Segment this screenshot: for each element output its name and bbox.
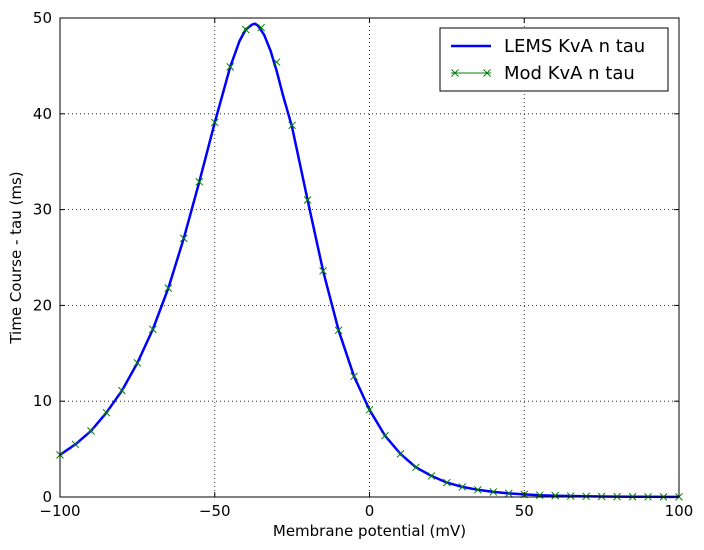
y-tick-label: 40: [33, 105, 52, 123]
marker-point: [102, 408, 111, 417]
marker-point: [381, 431, 389, 440]
marker-point: [241, 25, 250, 34]
marker-point: [551, 491, 560, 500]
x-tick-label: −100: [39, 502, 80, 520]
legend-swatch-mod: [451, 69, 491, 77]
marker-point: [566, 492, 575, 500]
y-tick-label: 10: [33, 392, 52, 410]
marker-point: [71, 440, 80, 449]
x-tick-label: 50: [515, 502, 534, 520]
x-tick-label: 0: [365, 502, 375, 520]
marker-point: [396, 450, 405, 458]
marker-point: [504, 489, 513, 498]
x-axis-label: Membrane potential (mV): [273, 522, 466, 540]
marker-point: [118, 386, 126, 395]
y-tick-label: 20: [33, 296, 52, 314]
legend-label-mod: Mod KvA n tau: [504, 63, 635, 84]
marker-point: [535, 491, 544, 500]
marker-point: [133, 359, 142, 367]
marker-point: [210, 118, 219, 127]
y-tick-label: 0: [42, 488, 52, 506]
marker-point: [288, 121, 296, 130]
marker-point: [483, 69, 491, 77]
legend-label-lems: LEMS KvA n tau: [504, 36, 645, 57]
legend: LEMS KvA n tau Mod KvA n tau: [439, 27, 669, 92]
marker-point: [458, 483, 467, 491]
marker-point: [303, 196, 312, 204]
x-tick-label: −50: [199, 502, 231, 520]
marker-point: [148, 325, 157, 334]
marker-point: [451, 69, 459, 77]
marker-point: [489, 488, 498, 496]
y-tick-label: 30: [33, 201, 52, 219]
marker-point: [179, 234, 188, 243]
marker-point: [473, 485, 482, 494]
marker-point: [427, 472, 436, 480]
marker-point: [195, 177, 204, 186]
legend-box: [439, 27, 669, 92]
marker-point: [272, 58, 281, 66]
marker-point: [334, 326, 343, 335]
marker-point: [365, 405, 374, 414]
x-tick-label: 100: [665, 502, 694, 520]
y-tick-label: 50: [33, 9, 52, 27]
marker-point: [319, 267, 327, 275]
marker-point: [443, 478, 451, 487]
marker-point: [87, 427, 95, 435]
marker-point: [257, 23, 266, 32]
marker-point: [582, 492, 591, 501]
marker-point: [226, 63, 235, 71]
marker-point: [350, 372, 358, 381]
marker-point: [412, 463, 420, 472]
y-axis-label: Time Course - tau (ms): [7, 171, 25, 344]
ticks: −100 −50 0 50 100 0 10 20 30 40 50: [33, 9, 693, 520]
marker-point: [164, 284, 173, 293]
